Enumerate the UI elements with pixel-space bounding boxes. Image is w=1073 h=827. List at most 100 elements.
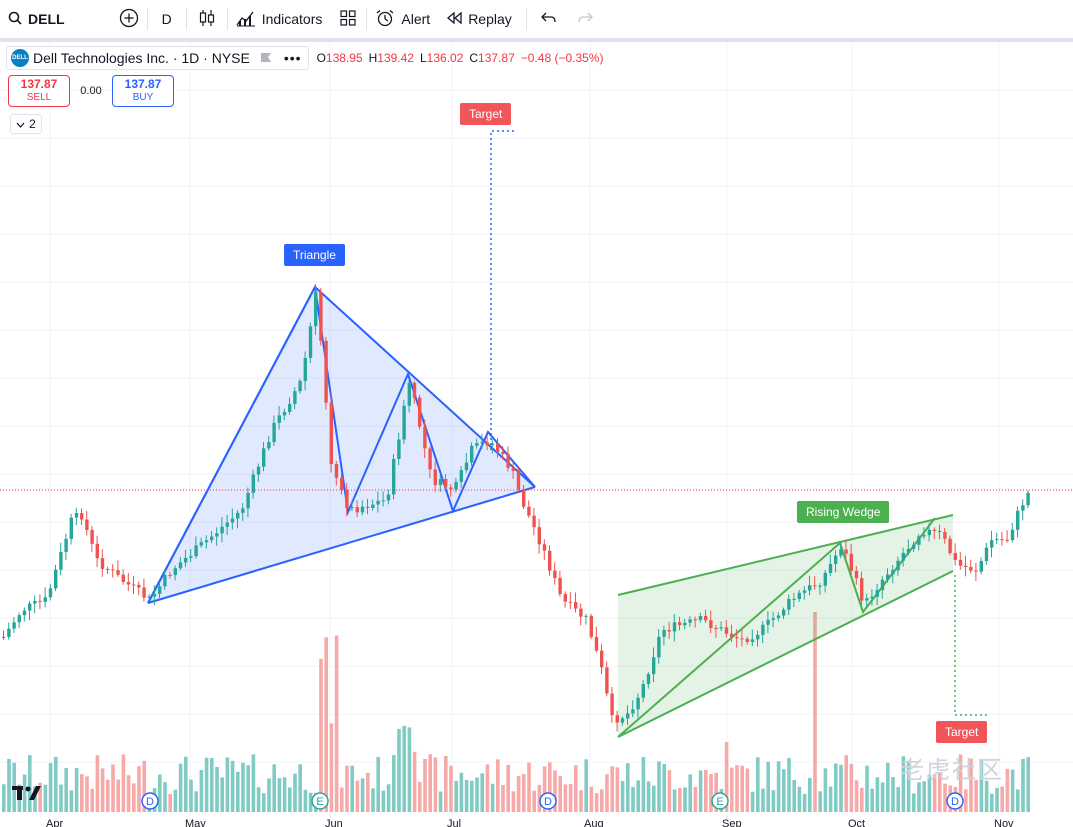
volume-bar bbox=[85, 776, 89, 812]
layout-templates-button[interactable] bbox=[330, 0, 366, 38]
flag-icon[interactable] bbox=[260, 52, 272, 64]
target-bottom-label[interactable]: Target bbox=[936, 721, 988, 743]
volume-bar bbox=[823, 768, 828, 812]
month-label: Jun bbox=[325, 818, 343, 827]
alert-button[interactable]: Alert bbox=[367, 0, 438, 38]
candle-body bbox=[704, 616, 708, 621]
candle-body bbox=[600, 650, 604, 668]
candle-body bbox=[80, 513, 84, 520]
more-icon[interactable]: ••• bbox=[283, 50, 302, 66]
triangle-label[interactable]: Triangle bbox=[284, 244, 345, 266]
month-label: Apr bbox=[46, 818, 64, 827]
volume-bar bbox=[407, 727, 412, 812]
volume-bar bbox=[672, 789, 677, 812]
volume-bar bbox=[828, 786, 833, 812]
volume-bar bbox=[121, 754, 126, 812]
toolbar-divider bbox=[525, 8, 527, 30]
candle-body bbox=[288, 403, 292, 412]
tradingview-logo[interactable] bbox=[12, 784, 42, 807]
chart-type-button[interactable] bbox=[187, 0, 227, 38]
candle-body bbox=[1000, 539, 1004, 541]
volume-bar bbox=[277, 778, 282, 812]
volume-bar bbox=[563, 784, 568, 812]
candle-body bbox=[698, 616, 703, 620]
sell-button[interactable]: 137.87 SELL bbox=[8, 75, 70, 107]
candle-body bbox=[241, 508, 245, 513]
candle-body bbox=[449, 487, 453, 490]
compare-button[interactable] bbox=[111, 0, 147, 38]
symbol-search[interactable]: DELL bbox=[0, 0, 73, 38]
volume-bar bbox=[844, 755, 848, 812]
volume-bar bbox=[808, 777, 812, 812]
volume-bar bbox=[782, 769, 786, 812]
candle-body bbox=[230, 518, 235, 523]
volume-bar bbox=[938, 772, 942, 812]
volume-bar bbox=[116, 779, 120, 812]
volume-bar bbox=[568, 784, 573, 812]
volume-bar bbox=[693, 786, 698, 812]
candle-body bbox=[875, 590, 879, 597]
volume-bar bbox=[922, 781, 926, 812]
target-top-label[interactable]: Target bbox=[460, 103, 512, 125]
candle-body bbox=[548, 550, 552, 571]
volume-bar bbox=[1010, 769, 1015, 812]
volume-bar bbox=[792, 779, 796, 812]
buy-button[interactable]: 137.87 BUY bbox=[112, 75, 174, 107]
candle-body bbox=[48, 588, 53, 598]
candle-body bbox=[927, 529, 931, 536]
candle-body bbox=[667, 630, 671, 632]
interval-button[interactable]: D bbox=[148, 0, 186, 38]
candle-body bbox=[969, 567, 973, 571]
replay-label: Replay bbox=[468, 11, 512, 27]
candle-body bbox=[553, 570, 557, 579]
redo-button[interactable] bbox=[571, 0, 599, 38]
candle-body bbox=[652, 657, 656, 675]
replay-button[interactable]: Replay bbox=[438, 0, 520, 38]
volume-bar bbox=[901, 756, 906, 812]
candle-body bbox=[412, 382, 417, 398]
indicators-label: Indicators bbox=[261, 11, 323, 27]
candle-body bbox=[12, 622, 16, 629]
candle-body bbox=[428, 448, 432, 470]
volume-bar bbox=[2, 784, 6, 812]
volume-bar bbox=[74, 768, 79, 812]
event-marker bbox=[539, 792, 557, 810]
alert-label: Alert bbox=[401, 11, 431, 27]
volume-bar bbox=[771, 790, 776, 812]
volume-bar bbox=[958, 754, 963, 812]
candle-body bbox=[990, 540, 994, 548]
month-label: Aug bbox=[584, 818, 604, 827]
volume-bar bbox=[875, 777, 880, 812]
indicators-button[interactable]: Indicators bbox=[228, 0, 331, 38]
volume-bar bbox=[891, 777, 895, 812]
volume-bar bbox=[475, 777, 479, 812]
event-marker bbox=[711, 792, 729, 810]
volume-bar bbox=[178, 763, 183, 812]
candle-body bbox=[111, 569, 115, 571]
symbol-info-box[interactable]: DELL Dell Technologies Inc. · 1D · NYSE … bbox=[6, 46, 309, 70]
undo-button[interactable] bbox=[527, 0, 571, 38]
candle-body bbox=[475, 443, 479, 446]
spread-value: 0.00 bbox=[80, 85, 102, 97]
candle-body bbox=[69, 517, 73, 539]
volume-bar bbox=[433, 757, 438, 812]
candle-body bbox=[506, 454, 510, 468]
candle-body bbox=[433, 469, 437, 486]
candle-body bbox=[776, 615, 781, 619]
volume-bar bbox=[168, 793, 172, 812]
volume-bar bbox=[714, 772, 718, 812]
month-label: Jul bbox=[447, 818, 462, 827]
volume-bar bbox=[137, 766, 141, 812]
candle-body bbox=[730, 633, 734, 638]
indicators-collapse-button[interactable]: 2 bbox=[10, 114, 42, 134]
volume-bar bbox=[189, 779, 193, 812]
candle-body bbox=[496, 443, 500, 453]
volume-bar bbox=[376, 757, 380, 812]
candle-body bbox=[204, 540, 209, 543]
grid-icon bbox=[340, 9, 356, 29]
rising-wedge-label[interactable]: Rising Wedge bbox=[797, 501, 890, 523]
event-marker-label: D bbox=[544, 796, 552, 808]
volume-bar bbox=[579, 790, 583, 812]
